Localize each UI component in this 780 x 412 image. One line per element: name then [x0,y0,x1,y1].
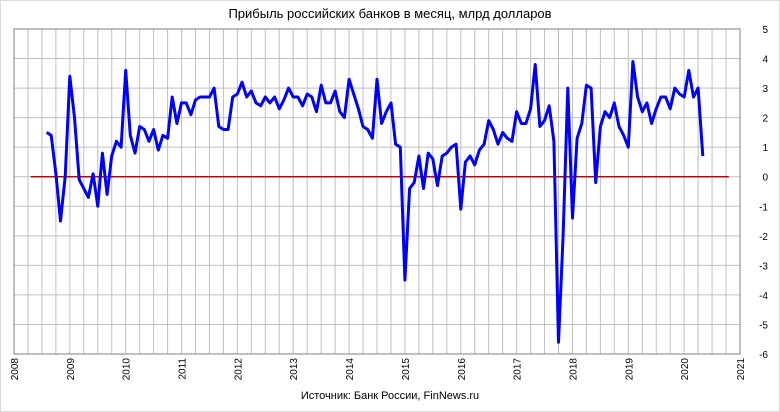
x-tick-label: 2018 [568,358,579,381]
source-label: Источник: Банк России, [300,390,421,402]
x-tick-label: 2012 [233,358,244,381]
y-tick-label: 3 [762,84,768,95]
y-tick-label: 0 [762,173,768,184]
plot-area-border [13,28,741,355]
y-tick-label: 4 [762,55,768,66]
y-tick-label: -3 [759,261,768,272]
y-tick-label: -4 [759,291,768,302]
chart-title: Прибыль российских банков в месяц, млрд … [228,6,552,21]
source-site: FinNews.ru [423,390,480,402]
series-line [45,60,705,344]
y-tick-label: -1 [759,202,768,213]
x-tick-label: 2019 [624,358,635,381]
x-tick-label: 2009 [66,358,77,381]
y-tick-label: -6 [759,350,768,361]
y-tick-label: 2 [762,114,768,125]
x-tick-label: 2014 [345,358,356,381]
source-note: Источник: Банк России, FinNews.ru [0,390,780,402]
x-tick-label: 2015 [401,358,412,381]
x-tick-label: 2010 [122,358,133,381]
y-tick-label: 1 [762,143,768,154]
y-tick-label: 5 [762,25,768,36]
x-tick-label: 2011 [178,358,189,380]
x-tick-label: 2013 [289,358,300,381]
x-tick-label: 2017 [513,358,524,381]
x-tick-label: 2020 [680,358,691,381]
x-tick-label: 2021 [736,358,747,381]
y-tick-label: -5 [759,320,768,331]
x-axis-tick-labels: 2008 2009 2010 2011 2012 2013 2014 2015 2016 2017… [10,358,747,381]
y-axis-tick-labels: 5 4 3 2 1 0 -1 -2 -3 -4 -5 -6 [759,25,768,361]
x-tick-label: 2008 [10,358,21,381]
x-tick-label: 2016 [457,358,468,381]
y-tick-label: -2 [759,232,768,243]
